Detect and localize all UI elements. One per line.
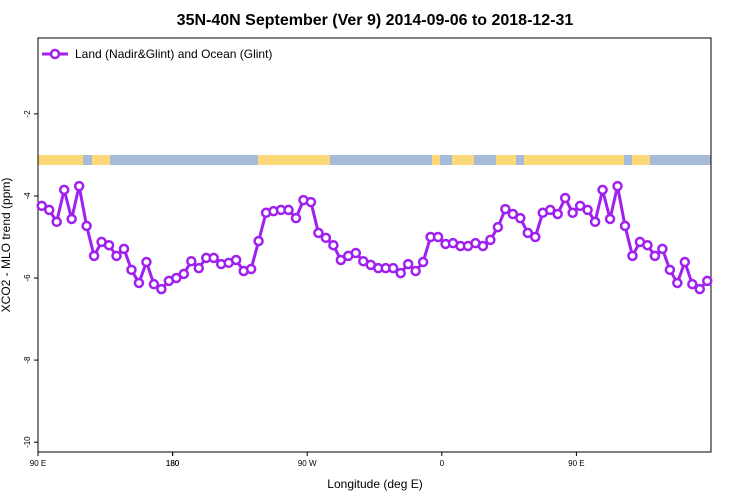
x-tick-label: 90 W: [298, 459, 317, 468]
data-point: [604, 213, 616, 225]
data-point: [43, 204, 55, 216]
data-point: [66, 213, 77, 225]
data-point: [597, 184, 608, 196]
data-point: [305, 196, 317, 208]
data-point: [589, 216, 601, 228]
data-point: [350, 247, 362, 259]
data-point: [500, 203, 511, 215]
data-point: [148, 278, 160, 290]
y-tick-label: -8: [23, 356, 32, 364]
data-point: [672, 277, 683, 289]
data-point: [567, 207, 578, 219]
data-point: [313, 227, 324, 239]
data-point: [657, 243, 668, 255]
data-point: [290, 212, 302, 224]
data-point: [679, 256, 691, 268]
land-ocean-strip: [38, 155, 711, 165]
data-point: [649, 250, 661, 262]
data-point: [118, 243, 130, 255]
data-point: [88, 250, 100, 262]
y-tick-label: -4: [23, 192, 32, 200]
y-tick-label: -6: [23, 274, 32, 282]
data-point: [507, 208, 519, 220]
data-point: [410, 265, 421, 277]
data-point: [73, 180, 85, 192]
x-tick-label: 90 E: [568, 459, 584, 468]
data-point: [208, 252, 219, 264]
data-point: [126, 264, 137, 276]
legend: Land (Nadir&Glint) and Ocean (Glint): [42, 47, 272, 61]
data-point: [283, 204, 294, 216]
x-tick-label: 180: [166, 459, 180, 468]
data-point: [612, 180, 623, 192]
data-point: [664, 264, 676, 276]
data-point: [103, 239, 115, 251]
legend-label: Land (Nadir&Glint) and Ocean (Glint): [75, 47, 272, 61]
plot-frame: [37, 37, 712, 453]
data-point: [417, 256, 429, 268]
y-tick-label: -2: [23, 110, 32, 118]
data-point: [642, 239, 653, 251]
data-point: [193, 262, 205, 274]
data-point: [544, 204, 556, 216]
y-tick-label: -10: [23, 436, 32, 448]
data-point: [432, 231, 444, 243]
data-point: [515, 212, 526, 224]
data-point: [335, 254, 347, 266]
data-point: [51, 216, 62, 228]
data-point: [619, 220, 631, 232]
data-point: [58, 184, 70, 196]
data-point: [559, 192, 571, 204]
data-point: [477, 240, 489, 252]
x-axis-label: Longitude (deg E): [327, 477, 422, 491]
data-point: [81, 220, 92, 232]
data-point: [328, 239, 339, 251]
data-point: [402, 258, 414, 270]
data-point: [485, 234, 496, 246]
data-point: [186, 255, 197, 267]
data-point: [627, 250, 638, 262]
data-point: [171, 272, 182, 284]
data-point: [574, 200, 586, 212]
data-point: [133, 277, 145, 289]
data-point: [387, 262, 399, 274]
data-point: [687, 278, 698, 290]
data-point: [492, 221, 504, 233]
chart-title: 35N-40N September (Ver 9) 2014-09-06 to …: [177, 12, 574, 29]
data-point: [230, 254, 242, 266]
y-axis-label: XCO2 - MLO trend (ppm): [0, 178, 13, 313]
x-tick-label: 90 E: [30, 459, 46, 468]
data-point: [702, 275, 713, 287]
data-point: [582, 204, 593, 216]
data-point: [320, 232, 332, 244]
data-point: [36, 200, 47, 212]
legend-marker: [49, 48, 61, 60]
data-point: [522, 227, 534, 239]
data-point: [253, 235, 264, 247]
data-point: [156, 283, 167, 295]
data-point: [395, 267, 406, 279]
data-point: [141, 256, 152, 268]
data-point: [694, 283, 706, 295]
x-tick-label: 0: [440, 459, 445, 468]
data-point: [178, 268, 190, 280]
data-point: [552, 208, 563, 220]
data-point: [111, 250, 122, 262]
data-point: [530, 231, 541, 243]
x-tick-label: 180: [166, 459, 180, 468]
data-point: [245, 263, 257, 275]
